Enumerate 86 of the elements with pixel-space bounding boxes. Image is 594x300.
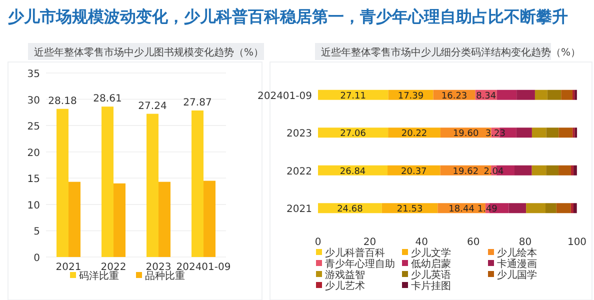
y-tick-label: 202401-09 xyxy=(257,90,312,102)
chart-title: 近些年整体零售市场中少儿细分类码洋结构变化趋势（%） xyxy=(321,46,581,58)
y-tick-label: 5 xyxy=(34,226,40,238)
x-tick-label: 60 xyxy=(467,237,480,248)
x-tick-label: 80 xyxy=(518,237,532,248)
data-label: 18.44 xyxy=(448,204,475,215)
bar xyxy=(68,182,80,257)
bar xyxy=(574,128,578,138)
legend-label: 卡通漫画 xyxy=(497,258,537,270)
bar xyxy=(558,128,573,138)
legend-label: 码洋比重 xyxy=(79,270,119,282)
y-tick-label: 15 xyxy=(27,174,40,186)
bar xyxy=(496,90,517,100)
bar xyxy=(56,108,68,257)
data-label: 21.53 xyxy=(396,204,423,215)
data-label: 27.87 xyxy=(183,97,212,108)
legend-label: 游戏益智 xyxy=(325,269,365,281)
bar xyxy=(558,165,571,176)
bar xyxy=(556,203,571,214)
bar xyxy=(514,165,532,176)
y-tick-label: 2021 xyxy=(286,204,312,216)
bar xyxy=(546,203,556,214)
bar xyxy=(526,203,546,214)
data-label: 27.24 xyxy=(138,100,167,112)
x-tick-label: 20 xyxy=(363,237,376,248)
x-tick-label: 0 xyxy=(314,237,322,248)
data-label: 28.61 xyxy=(93,94,122,105)
bar xyxy=(318,90,388,100)
data-label: 28.18 xyxy=(48,96,77,107)
legend-label: 少儿艺术 xyxy=(325,280,365,292)
bar xyxy=(546,128,559,138)
y-tick-label: 25 xyxy=(27,122,40,133)
y-tick-label: 10 xyxy=(27,200,40,212)
legend-label: 少儿绘本 xyxy=(497,247,537,259)
bar xyxy=(516,90,535,100)
y-tick-label: 20 xyxy=(27,148,40,159)
data-label: 1.49 xyxy=(477,204,498,215)
y-tick-label: 0 xyxy=(34,253,40,264)
bar xyxy=(561,90,573,100)
bar xyxy=(573,203,577,214)
y-tick-label: 35 xyxy=(27,69,40,80)
bar xyxy=(114,183,126,257)
bar xyxy=(146,114,158,257)
bar xyxy=(158,182,170,257)
bar xyxy=(516,128,532,138)
data-label: 2.04 xyxy=(484,166,504,177)
legend-label: 品种比重 xyxy=(145,270,185,282)
bar xyxy=(546,165,559,176)
bar xyxy=(532,128,546,138)
data-label: 20.22 xyxy=(401,129,428,140)
data-label: 19.62 xyxy=(452,166,479,177)
data-label: 17.39 xyxy=(398,91,424,102)
y-tick-label: 2023 xyxy=(286,128,312,140)
bar xyxy=(570,203,574,214)
y-tick-label: 2022 xyxy=(286,166,312,178)
legend-label: 少儿国学 xyxy=(497,269,537,281)
x-tick-label: 100 xyxy=(567,237,587,248)
x-tick-label: 2021 xyxy=(56,262,82,273)
legend-label: 卡片挂图 xyxy=(411,280,451,292)
data-label: 8.34 xyxy=(476,91,496,102)
bar xyxy=(547,90,562,100)
x-tick-label: 40 xyxy=(415,237,428,248)
y-tick-label: 30 xyxy=(27,95,40,106)
data-label: 16.23 xyxy=(441,91,468,102)
bar xyxy=(534,90,548,100)
legend-label: 少儿文学 xyxy=(411,247,451,259)
legend-label: 低幼启蒙 xyxy=(411,258,451,270)
bar xyxy=(508,203,526,214)
legend-label: 青少年心理自助 xyxy=(325,258,395,270)
data-label: 27.06 xyxy=(340,129,366,140)
bar xyxy=(532,165,546,176)
data-label: 27.11 xyxy=(340,91,366,102)
bar xyxy=(204,180,216,257)
data-label: 20.37 xyxy=(401,166,427,177)
bar xyxy=(102,106,114,257)
bar xyxy=(574,165,577,176)
text: 少儿市场规模波动变化，少儿科普百科稳居第一，青少年心理自助占比不断攀升 xyxy=(8,7,568,26)
bar xyxy=(570,165,574,176)
data-label: 26.84 xyxy=(340,166,366,177)
legend-label: 少儿英语 xyxy=(411,269,451,281)
legend-label: 少儿科普百科 xyxy=(325,247,385,259)
bar xyxy=(192,110,204,257)
data-label: 24.68 xyxy=(337,204,364,215)
chart-subtitle: 近些年整体零售市场中少儿图书规模变化趋势（%） xyxy=(34,46,264,58)
data-label: 19.60 xyxy=(452,129,479,140)
data-label: 3.23 xyxy=(485,129,506,140)
